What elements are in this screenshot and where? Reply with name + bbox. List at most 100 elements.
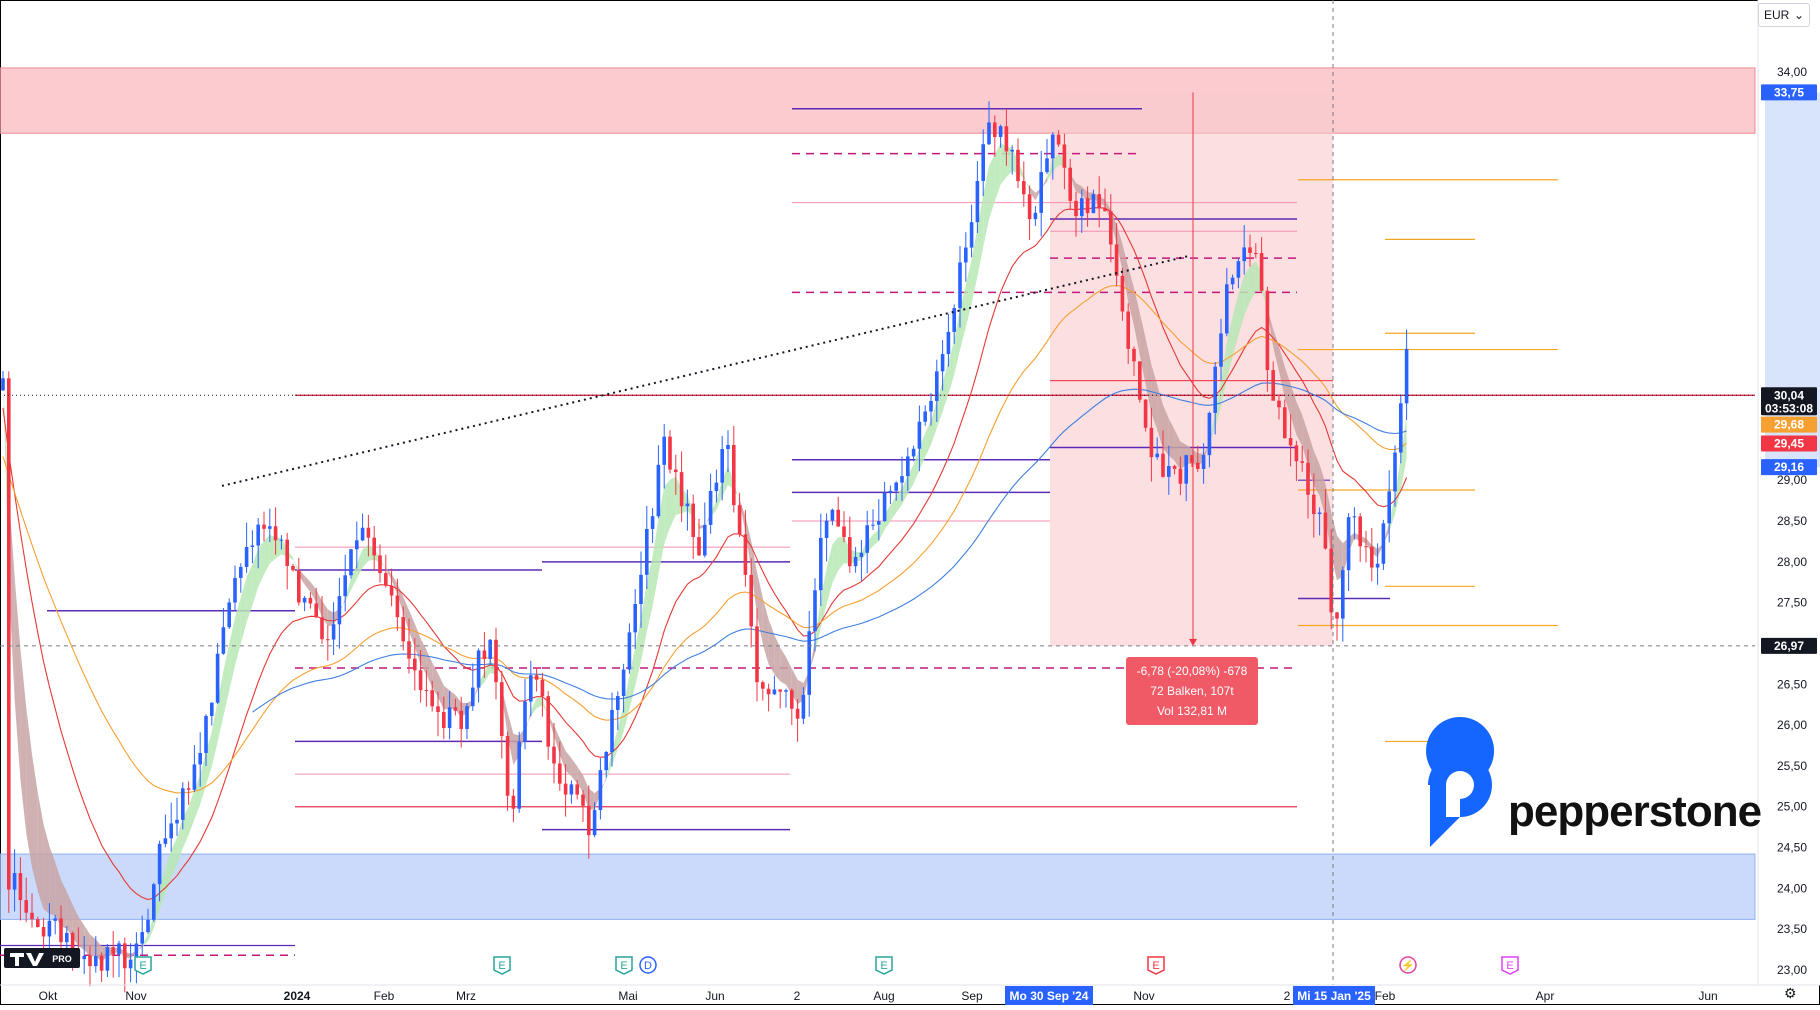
candle[interactable]	[424, 670, 429, 707]
event-marker-earnings[interactable]: E	[615, 956, 633, 975]
candle[interactable]	[285, 532, 289, 590]
candle[interactable]	[221, 607, 226, 655]
candle[interactable]	[1341, 566, 1345, 642]
candle[interactable]	[360, 513, 365, 542]
candle[interactable]	[650, 508, 655, 543]
candle[interactable]	[262, 511, 266, 542]
candle[interactable]	[848, 516, 852, 573]
candle[interactable]	[1306, 449, 1310, 519]
event-marker-earnings[interactable]: E	[493, 956, 511, 975]
candle[interactable]	[1404, 329, 1409, 420]
candle[interactable]	[517, 731, 521, 813]
candle[interactable]	[88, 946, 92, 987]
candle[interactable]	[7, 371, 11, 913]
candle[interactable]	[546, 691, 550, 760]
trendline-dotted[interactable]	[221, 254, 1191, 487]
candle[interactable]	[239, 563, 243, 593]
measurement-layer[interactable]: -6,78 (-20,08%) -678 72 Balken, 107t Vol 1…	[1050, 92, 1333, 725]
candle[interactable]	[500, 670, 504, 759]
candle[interactable]	[1236, 258, 1241, 289]
price-tag-29-68[interactable]: 29,68	[1761, 416, 1817, 433]
candle[interactable]	[1033, 206, 1038, 226]
candle[interactable]	[1358, 513, 1362, 562]
candle[interactable]	[1172, 464, 1177, 475]
candle[interactable]	[679, 451, 684, 522]
candle[interactable]	[163, 814, 168, 848]
candle[interactable]	[366, 514, 371, 557]
candle[interactable]	[1288, 413, 1293, 467]
candle[interactable]	[36, 916, 40, 928]
candle[interactable]	[1399, 394, 1403, 464]
candle[interactable]	[447, 691, 452, 740]
candle[interactable]	[1219, 318, 1223, 381]
candle[interactable]	[668, 430, 672, 474]
candle[interactable]	[1375, 543, 1380, 585]
candle[interactable]	[175, 797, 179, 836]
candle[interactable]	[1004, 108, 1009, 166]
candle[interactable]	[993, 115, 997, 157]
candle[interactable]	[488, 638, 492, 665]
candle[interactable]	[784, 688, 788, 708]
candle[interactable]	[987, 101, 991, 145]
candle[interactable]	[790, 688, 794, 726]
price-tag-26-97[interactable]: 26,97	[1761, 637, 1817, 654]
candle[interactable]	[1335, 611, 1339, 641]
candle[interactable]	[737, 492, 742, 537]
candle[interactable]	[494, 627, 498, 700]
candle[interactable]	[1010, 145, 1014, 175]
candle[interactable]	[958, 245, 962, 328]
candle[interactable]	[326, 624, 330, 661]
candle[interactable]	[563, 764, 568, 817]
candle[interactable]	[830, 508, 835, 526]
candle[interactable]	[465, 702, 469, 740]
candle[interactable]	[674, 454, 678, 495]
candle[interactable]	[743, 510, 748, 587]
candle[interactable]	[389, 568, 394, 607]
candle[interactable]	[436, 691, 440, 737]
candle[interactable]	[192, 745, 197, 792]
candle[interactable]	[343, 554, 347, 612]
candle[interactable]	[210, 702, 214, 726]
candle[interactable]	[865, 510, 869, 574]
event-marker-earnings[interactable]: E	[875, 956, 893, 975]
candle[interactable]	[123, 937, 127, 993]
candle[interactable]	[1323, 489, 1328, 550]
candle[interactable]	[755, 608, 759, 702]
candle[interactable]	[320, 596, 324, 644]
price-axis[interactable]: 34,0033,5033,0032,5032,0031,5031,0030,50…	[1757, 0, 1820, 985]
candle[interactable]	[900, 456, 904, 501]
candle[interactable]	[1184, 454, 1188, 502]
candle[interactable]	[569, 780, 574, 804]
candle[interactable]	[1062, 133, 1067, 190]
candle[interactable]	[1039, 151, 1043, 237]
candle[interactable]	[24, 877, 28, 923]
candle[interactable]	[534, 668, 539, 692]
candle[interactable]	[581, 789, 585, 823]
candle[interactable]	[250, 530, 255, 564]
event-markers-layer[interactable]: E E E D E E ⚡ E	[134, 956, 1519, 975]
candle[interactable]	[726, 430, 730, 473]
candle[interactable]	[152, 882, 156, 922]
candle[interactable]	[1317, 507, 1322, 536]
candle[interactable]	[795, 699, 800, 742]
candle[interactable]	[1259, 237, 1264, 293]
candle[interactable]	[1149, 407, 1154, 482]
price-tag-33-75[interactable]: 33,75	[1761, 84, 1817, 101]
candle[interactable]	[964, 232, 968, 282]
candle[interactable]	[384, 554, 388, 588]
candle[interactable]	[1, 371, 5, 392]
candle[interactable]	[1027, 185, 1032, 241]
candle[interactable]	[529, 660, 533, 717]
candle[interactable]	[1196, 445, 1200, 472]
currency-selector[interactable]: EUR ⌄	[1758, 3, 1810, 27]
candle[interactable]	[1393, 445, 1397, 507]
candle[interactable]	[616, 691, 620, 731]
candle[interactable]	[349, 548, 353, 579]
candle[interactable]	[1213, 361, 1217, 435]
trendline-layer[interactable]	[221, 254, 1191, 487]
candle[interactable]	[476, 648, 481, 703]
candle[interactable]	[401, 606, 405, 651]
candle[interactable]	[418, 650, 423, 703]
candle[interactable]	[1346, 513, 1351, 592]
